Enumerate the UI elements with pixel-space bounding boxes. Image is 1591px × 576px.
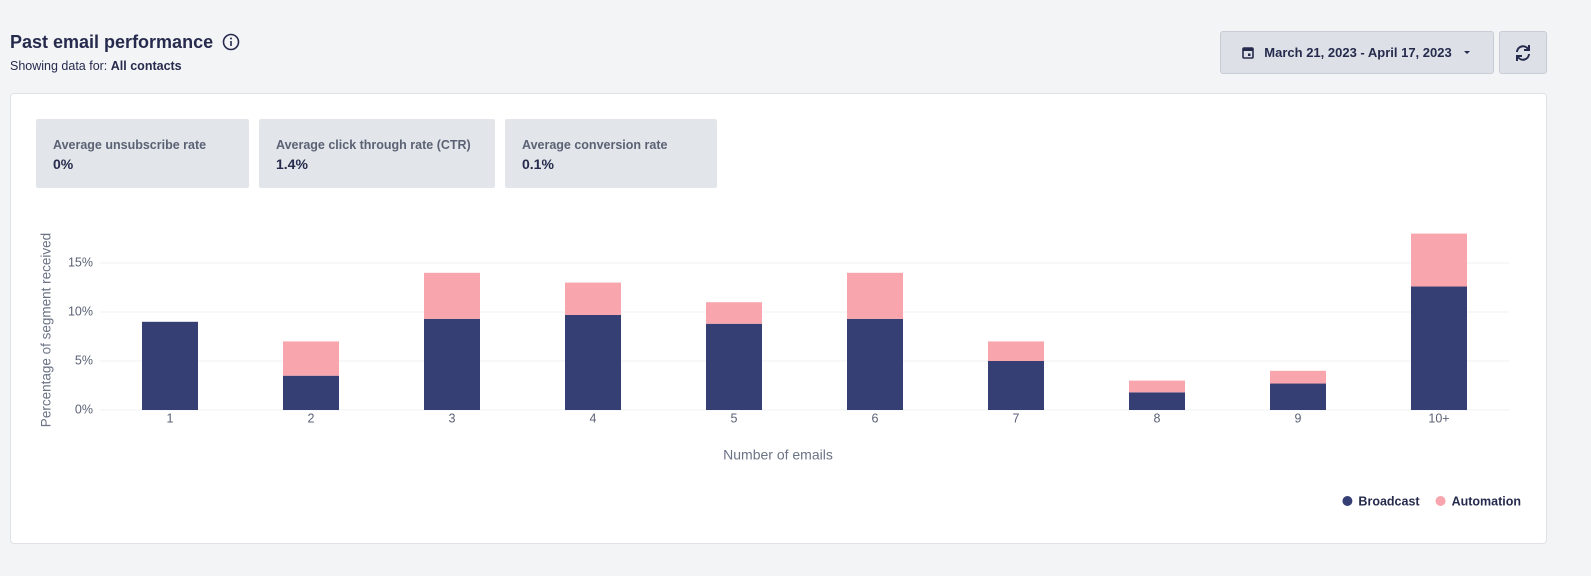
bar-segment [142,321,198,410]
bar-segment [424,272,480,319]
calendar-icon [1242,47,1255,59]
subtitle-prefix: Showing data for: [10,59,108,73]
y-tick-label: 5% [75,353,93,367]
x-tick-label: 9 [1295,411,1302,425]
x-tick-label: 3 [449,411,456,425]
subtitle: Showing data for: All contacts [10,59,182,73]
x-axis-title: Number of emails [723,447,833,463]
stat-box: Average conversion rate 0.1% [505,119,717,188]
x-tick-label: 5 [731,411,738,425]
bar-segment [283,375,339,410]
legend: Broadcast Automation [1342,494,1521,508]
bar-segment [847,272,903,319]
x-tick-label: 2 [308,411,315,425]
stat-value: 0% [53,156,74,172]
x-tick-label: 4 [590,411,597,425]
segment-name: All contacts [110,59,182,73]
stat-box: Average unsubscribe rate 0% [36,119,249,188]
bar-segment [1129,380,1185,393]
bar-segment [706,302,762,324]
legend-label: Broadcast [1358,494,1420,508]
x-tick-label: 7 [1013,411,1020,425]
stat-label: Average click through rate (CTR) [276,138,471,152]
y-axis-title: Percentage of segment received [39,233,54,427]
y-tick-label: 15% [68,255,93,269]
bar-segment [283,341,339,376]
bar-segment [1411,233,1467,287]
stat-label: Average conversion rate [522,138,668,152]
x-tick-label: 6 [872,411,879,425]
date-range-button[interactable]: March 21, 2023 - April 17, 2023 [1220,31,1494,74]
caret-icon [1463,50,1470,54]
x-tick-label: 10+ [1428,411,1449,425]
bar-segment [988,341,1044,361]
bar-segment [1129,392,1185,410]
bar-segment [565,282,621,315]
refresh-icon [1516,44,1530,61]
bar-segment [1270,383,1326,410]
bar-segment [988,361,1044,410]
stat-label: Average unsubscribe rate [53,138,207,152]
bar-segment [1411,286,1467,410]
y-tick-label: 10% [68,304,93,318]
info-icon[interactable] [222,33,240,51]
legend-marker [1435,496,1446,506]
legend-marker [1342,496,1353,506]
bar-segment [1270,370,1326,384]
x-tick-label: 8 [1154,411,1161,425]
bar-segment [565,314,621,410]
stat-value: 0.1% [522,156,554,172]
title-row: Past email performance [10,32,240,53]
date-range: March 21, 2023 - April 17, 2023 [1264,45,1452,60]
x-tick-label: 1 [167,411,174,425]
stat-box: Average click through rate (CTR) 1.4% [259,119,495,188]
bar-segment [706,323,762,410]
bar-segment [847,318,903,410]
stat-value: 1.4% [276,156,308,172]
refresh-button[interactable] [1499,31,1547,74]
bar-segment [424,318,480,410]
page-title: Past email performance [10,32,214,52]
y-tick-label: 0% [75,402,93,416]
legend-label: Automation [1452,494,1521,508]
